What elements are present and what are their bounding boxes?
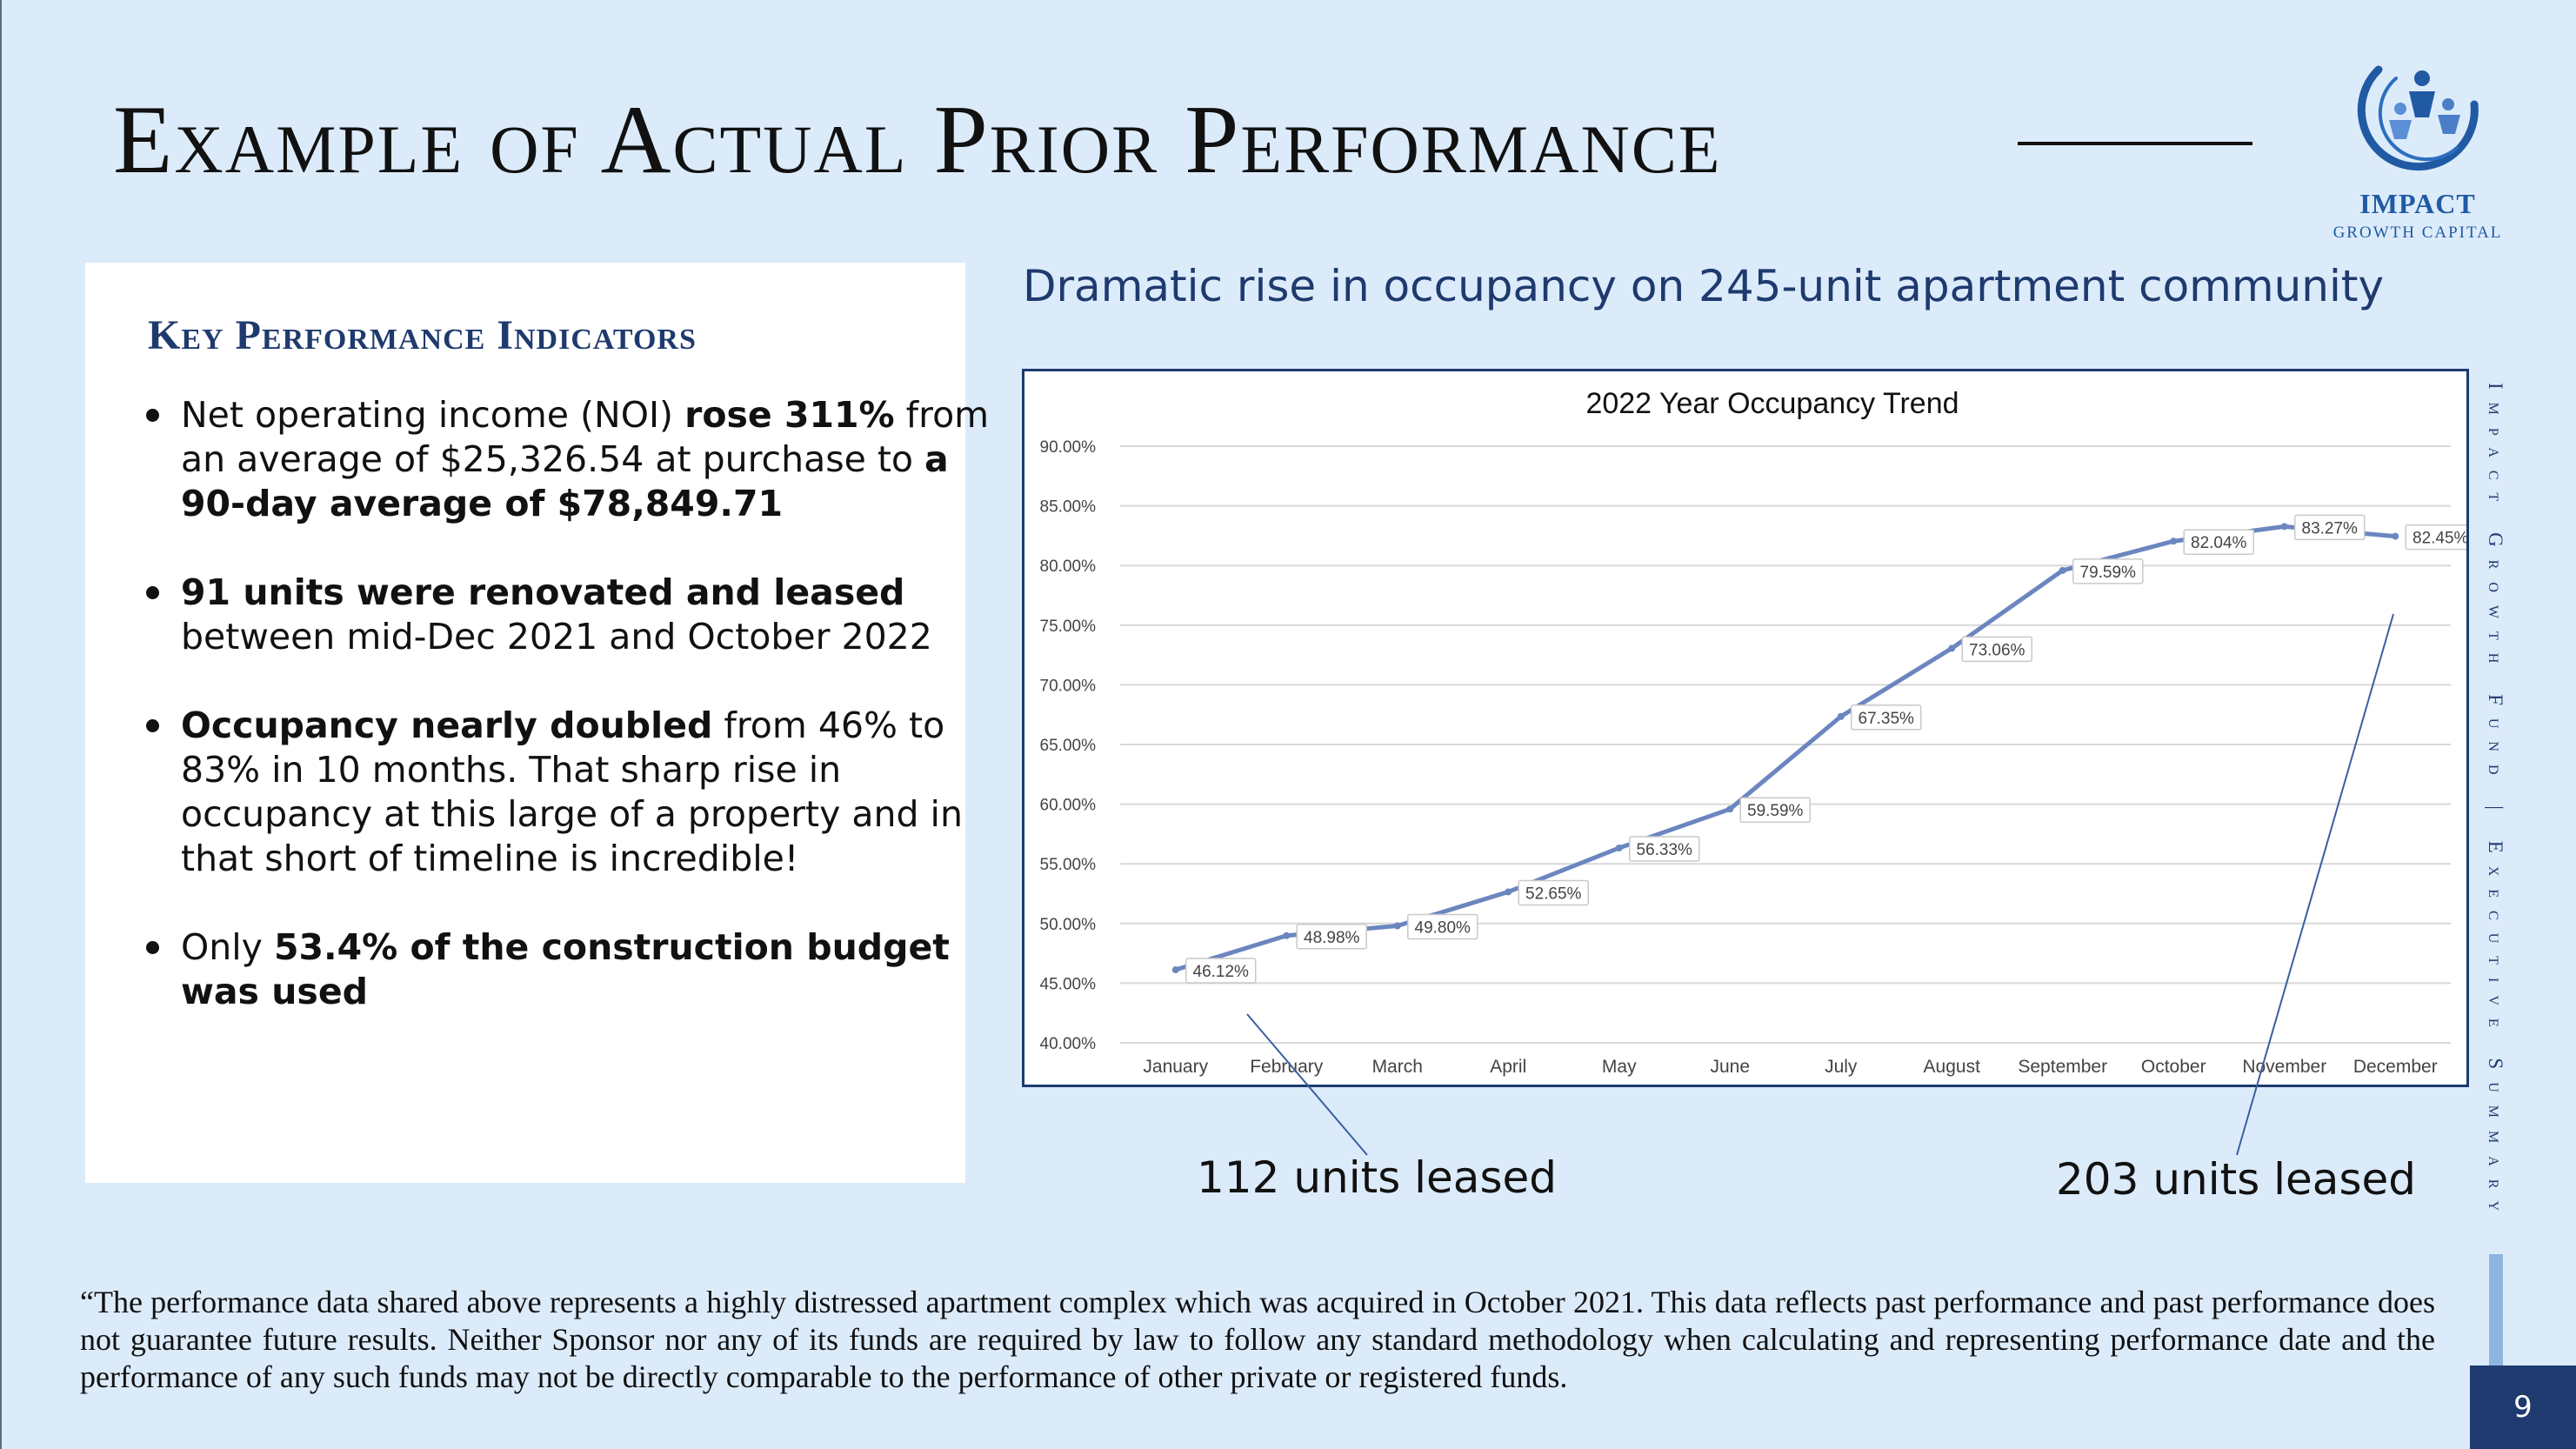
data-label: 67.35%	[1859, 710, 1915, 728]
logo-name: IMPACT	[2359, 188, 2476, 219]
disclaimer: “The performance data shared above repre…	[80, 1285, 2435, 1394]
data-label-box	[1629, 836, 1700, 862]
data-label-box	[2294, 514, 2366, 541]
data-label: 49.80%	[1415, 919, 1472, 938]
y-tick-label: 80.00%	[1040, 558, 1097, 576]
data-label: 82.04%	[2191, 534, 2247, 552]
data-point	[1948, 644, 1956, 652]
data-point	[1615, 844, 1623, 851]
data-label-box	[2405, 524, 2466, 551]
x-tick-label: October	[2141, 1057, 2206, 1077]
kpi-bold: 91 units were renovated and leased	[181, 571, 905, 613]
logo-icon	[2357, 65, 2479, 171]
kpi-list: Net operating income (NOI) rose 311% fro…	[120, 393, 990, 1058]
chart-svg: 2022 Year Occupancy Trend 40.00% 45.00% 50.…	[1040, 387, 2466, 1077]
occupancy-chart: 2022 Year Occupancy Trend 40.00% 45.00% 50.…	[1022, 369, 2469, 1087]
x-tick-label: November	[2242, 1057, 2326, 1077]
data-label: 79.59%	[2080, 564, 2137, 582]
chart-title: 2022 Year Occupancy Trend	[1585, 387, 1959, 420]
data-label-box	[2072, 558, 2144, 584]
data-point	[2392, 532, 2399, 540]
data-point	[2059, 566, 2066, 574]
kpi-text: from 46% to 83% in 10 months. That sharp…	[181, 704, 963, 879]
kpi-bold: rose 311%	[684, 394, 895, 436]
data-label: 59.59%	[1747, 802, 1804, 820]
kpi-bold: 53.4% of the construction budget was use…	[181, 926, 950, 1012]
y-tick-label: 55.00%	[1040, 856, 1097, 874]
x-tick-label: June	[1710, 1057, 1750, 1077]
kpi-text: from an average of $25,326.54 at purchas…	[181, 394, 990, 480]
company-logo: IMPACT GROWTH CAPITAL	[2313, 43, 2522, 261]
slide-title: Example of Actual Prior Performance	[113, 86, 1722, 194]
data-label-box	[1296, 924, 1367, 950]
data-point	[1171, 966, 1179, 974]
y-tick-label: 45.00%	[1040, 975, 1097, 993]
data-label: 82.45%	[2412, 530, 2466, 548]
side-progress-bar	[2489, 1254, 2503, 1367]
callout-112-units: 112 units leased	[1197, 1152, 1557, 1203]
data-point	[1726, 805, 1734, 813]
y-tick-label: 40.00%	[1040, 1035, 1097, 1053]
data-label: 48.98%	[1304, 929, 1360, 947]
y-tick-label: 60.00%	[1040, 797, 1097, 815]
kpi-text: Net operating income (NOI)	[181, 394, 685, 436]
kpi-panel: Key Performance Indicators Net operating…	[85, 263, 989, 1183]
y-tick-label: 50.00%	[1040, 916, 1097, 934]
data-point	[1393, 922, 1401, 930]
data-point	[2170, 538, 2178, 545]
kpi-item-noi: Net operating income (NOI) rose 311% fro…	[146, 393, 990, 526]
kpi-item-budget: Only 53.4% of the construction budget wa…	[146, 925, 990, 1014]
data-point	[1837, 712, 1845, 720]
data-point	[2280, 523, 2288, 531]
x-tick-label: July	[1825, 1057, 1858, 1077]
data-label-box	[1407, 913, 1478, 940]
data-label: 52.65%	[1525, 885, 1582, 903]
y-tick-label: 70.00%	[1040, 677, 1097, 695]
logo-subtitle: GROWTH CAPITAL	[2332, 224, 2503, 242]
data-point	[1283, 932, 1291, 939]
kpi-item-occupancy: Occupancy nearly doubled from 46% to 83%…	[146, 704, 990, 881]
y-tick-label: 65.00%	[1040, 737, 1097, 755]
kpi-heading: Key Performance Indicators	[148, 312, 697, 358]
side-label: Impact Growth Fund | Executive Summary	[2480, 383, 2533, 1224]
x-tick-label: September	[2018, 1057, 2107, 1077]
data-point	[1505, 888, 1512, 896]
kpi-text: between mid-Dec 2021 and October 2022	[181, 616, 932, 658]
data-label-box	[1851, 704, 1922, 731]
y-tick-label: 90.00%	[1040, 438, 1097, 457]
x-tick-label: February	[1250, 1057, 1324, 1077]
kpi-bold: a 90-day average of $78,849.71	[181, 438, 949, 524]
data-label-box	[1185, 958, 1257, 984]
kpi-text: Only	[181, 926, 274, 968]
left-edge-rule	[0, 0, 2, 1449]
kpi-bold: Occupancy nearly doubled	[181, 704, 713, 746]
data-label: 83.27%	[2302, 519, 2359, 538]
side-label-text: Impact Growth Fund | Executive Summary	[2485, 383, 2506, 1225]
data-label-box	[1739, 797, 1811, 823]
data-label: 46.12%	[1193, 963, 1250, 981]
data-label-box	[2183, 529, 2254, 555]
x-tick-label: March	[1372, 1057, 1423, 1077]
data-label-box	[1961, 636, 2032, 663]
x-tick-label: May	[1602, 1057, 1637, 1077]
y-tick-label: 85.00%	[1040, 498, 1097, 517]
data-label: 56.33%	[1637, 841, 1693, 859]
data-label: 73.06%	[1969, 641, 2025, 659]
y-tick-label: 75.00%	[1040, 618, 1097, 636]
x-tick-label: August	[1924, 1057, 1981, 1077]
x-tick-label: January	[1143, 1057, 1208, 1077]
x-tick-label: December	[2353, 1057, 2438, 1077]
kpi-item-units: 91 units were renovated and leased betwe…	[146, 571, 990, 659]
callout-203-units: 203 units leased	[2056, 1154, 2416, 1205]
title-rule	[2018, 142, 2252, 145]
series-line	[1173, 524, 2398, 972]
x-tick-label: April	[1490, 1057, 1526, 1077]
chart-subtitle: Dramatic rise in occupancy on 245-unit a…	[1023, 261, 2385, 311]
data-label-box	[1518, 879, 1589, 906]
page-number: 9	[2470, 1366, 2576, 1449]
